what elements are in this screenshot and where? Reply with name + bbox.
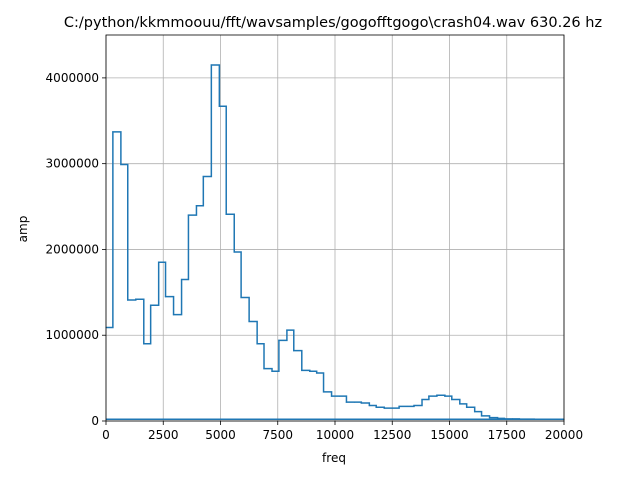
x-tick-label: 15000 <box>430 428 468 442</box>
data-point <box>278 339 280 341</box>
data-point <box>406 405 408 408</box>
data-point <box>240 296 242 299</box>
data-point <box>143 343 145 345</box>
x-axis-label: freq <box>322 451 346 465</box>
y-tick-label: 4000000 <box>46 71 99 85</box>
data-point <box>345 401 348 403</box>
x-tick-label: 2500 <box>148 428 179 442</box>
data-point <box>474 410 476 413</box>
data-point <box>360 402 362 404</box>
data-point <box>398 405 400 408</box>
series-layer <box>105 64 565 421</box>
x-tick-label: 10000 <box>316 428 354 442</box>
data-point <box>112 131 114 133</box>
data-point <box>218 105 220 107</box>
x-tick-label: 20000 <box>545 428 583 442</box>
data-point <box>309 370 311 372</box>
data-point <box>518 418 520 420</box>
y-tick-label: 1000000 <box>46 328 99 342</box>
data-point <box>195 205 198 207</box>
y-tick-label: 2000000 <box>46 242 99 256</box>
data-point <box>541 418 543 420</box>
data-point <box>413 404 415 407</box>
y-tick-label: 3000000 <box>46 157 99 171</box>
data-point <box>256 343 258 345</box>
data-point <box>210 64 212 66</box>
data-point <box>511 418 514 420</box>
data-point <box>202 175 204 178</box>
data-point <box>225 213 227 215</box>
data-point <box>233 251 235 253</box>
data-point <box>488 416 491 419</box>
data-point <box>271 370 273 372</box>
data-point <box>293 350 295 352</box>
data-point <box>316 372 318 374</box>
data-point <box>172 314 175 316</box>
data-point <box>503 418 506 420</box>
data-point <box>338 395 341 397</box>
data-point <box>466 406 468 408</box>
data-point <box>187 214 190 216</box>
data-point <box>459 403 461 405</box>
data-point <box>383 407 385 409</box>
data-point <box>436 394 438 396</box>
data-point <box>375 406 377 408</box>
x-tick-label: 0 <box>102 428 110 442</box>
data-point <box>533 418 535 420</box>
data-point <box>180 278 183 281</box>
data-point <box>120 163 122 166</box>
data-point <box>322 391 325 393</box>
data-point <box>496 417 499 420</box>
data-point <box>556 418 558 420</box>
data-point <box>480 415 483 417</box>
data-point <box>263 368 265 370</box>
data-point <box>368 404 370 407</box>
data-point <box>526 418 528 420</box>
x-tick-label: 7500 <box>262 428 293 442</box>
data-point <box>421 398 423 401</box>
data-point <box>286 329 288 331</box>
data-point <box>127 299 129 301</box>
axis-ticks: 0 2500 5000 7500 10000 12500 15000 17500 20000 0 1… <box>46 71 584 442</box>
data-point <box>158 261 160 263</box>
data-point <box>451 398 453 401</box>
data-point <box>248 320 250 323</box>
data-point <box>391 407 393 409</box>
data-point <box>353 401 356 403</box>
x-tick-label: 17500 <box>488 428 526 442</box>
y-tick-label: 0 <box>91 414 99 428</box>
data-point <box>301 369 303 371</box>
data-point <box>164 296 167 298</box>
data-point <box>549 418 551 420</box>
data-point <box>135 298 137 300</box>
chart-title: C:/python/kkmmoouu/fft/wavsamples/gogoff… <box>64 15 602 31</box>
x-tick-label: 12500 <box>373 428 411 442</box>
data-point <box>150 304 152 306</box>
data-point <box>428 395 430 397</box>
data-point <box>330 395 333 397</box>
y-axis-label: amp <box>16 216 30 243</box>
x-tick-label: 5000 <box>205 428 236 442</box>
data-point <box>444 395 446 397</box>
